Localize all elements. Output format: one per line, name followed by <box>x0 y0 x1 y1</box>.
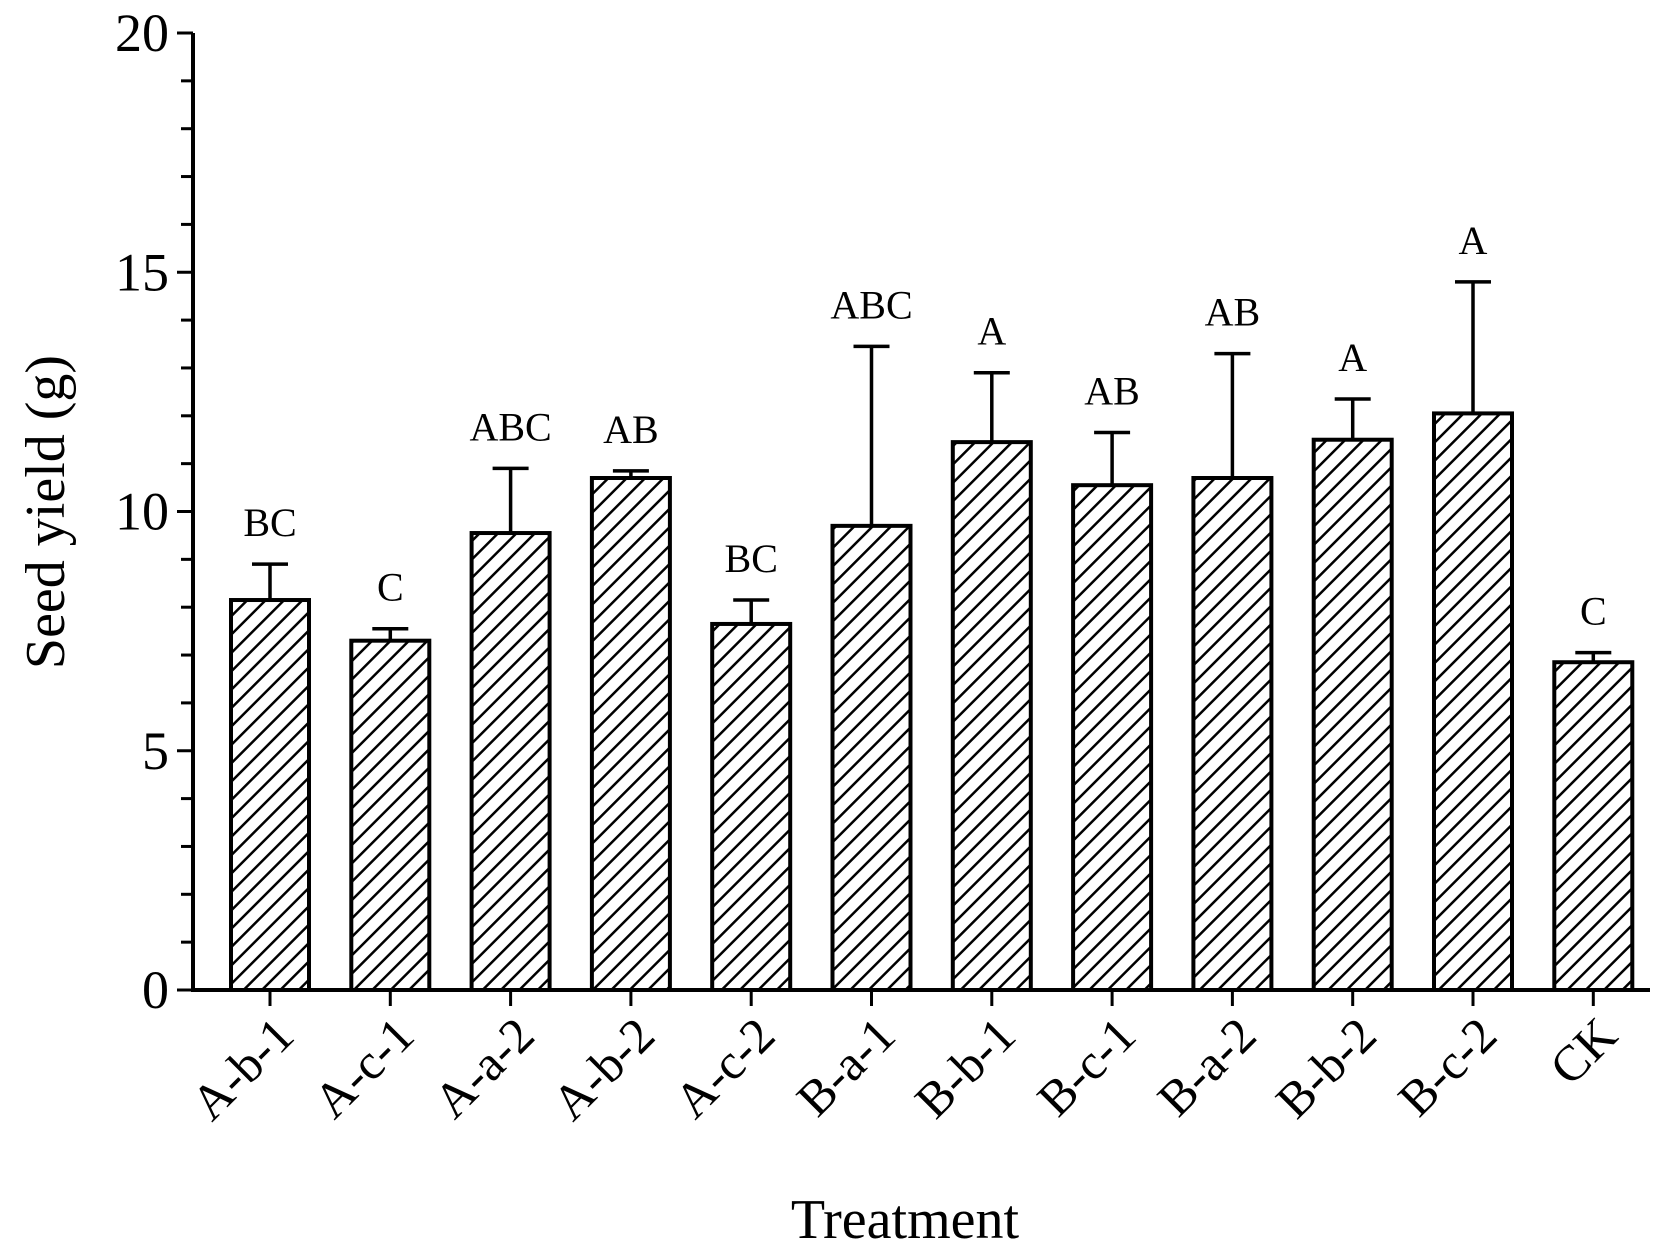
y-tick-label: 5 <box>142 721 169 781</box>
significance-label-B-b-1: A <box>977 309 1006 354</box>
bar-A-c-1 <box>349 638 432 992</box>
bar-B-b-1 <box>950 440 1033 992</box>
y-tick-label: 10 <box>115 482 169 542</box>
plot-area: 05101520BCA-b-1CA-c-1ABCA-a-2ABA-b-2BCA-… <box>115 3 1650 1131</box>
significance-label-CK: C <box>1580 589 1607 634</box>
x-tick-label-B-b-2: B-b-2 <box>1265 1007 1387 1129</box>
y-axis-title: Seed yield (g) <box>15 355 77 669</box>
significance-label-B-a-1: ABC <box>830 282 912 327</box>
x-tick-label-B-c-2: B-c-2 <box>1387 1007 1507 1127</box>
significance-label-A-a-2: ABC <box>469 404 551 449</box>
significance-label-B-a-2: AB <box>1205 290 1261 335</box>
x-tick-label-A-b-2: A-b-2 <box>541 1007 665 1131</box>
x-tick-label-A-b-1: A-b-1 <box>180 1007 304 1131</box>
x-tick-label-A-a-2: A-a-2 <box>423 1007 545 1129</box>
x-tick-label-A-c-1: A-c-1 <box>302 1007 424 1129</box>
y-tick-label: 15 <box>115 242 169 302</box>
x-tick-label-B-c-1: B-c-1 <box>1026 1007 1146 1127</box>
x-tick-label-A-c-2: A-c-2 <box>663 1007 785 1129</box>
significance-label-A-b-2: AB <box>603 407 659 452</box>
bar-A-b-1 <box>229 598 311 993</box>
bar-B-c-1 <box>1071 483 1154 992</box>
x-tick-label-CK: CK <box>1539 1007 1628 1096</box>
bar-B-a-1 <box>830 523 913 992</box>
x-tick-label-B-a-1: B-a-1 <box>786 1007 906 1127</box>
bar-CK <box>1552 660 1635 992</box>
bar-A-c-2 <box>710 621 793 992</box>
x-axis-title: Treatment <box>791 1189 1020 1251</box>
significance-label-A-c-1: C <box>377 565 404 610</box>
bar-B-a-2 <box>1191 476 1274 992</box>
significance-label-A-b-1: BC <box>243 500 296 545</box>
bar-B-c-2 <box>1432 411 1514 993</box>
x-tick-label-B-a-2: B-a-2 <box>1146 1007 1266 1127</box>
bar-A-b-2 <box>589 476 672 992</box>
y-tick-label: 20 <box>115 3 169 63</box>
x-tick-label-B-b-1: B-b-1 <box>904 1007 1026 1129</box>
significance-label-B-b-2: A <box>1338 335 1367 380</box>
significance-label-B-c-1: AB <box>1084 369 1140 414</box>
bar-A-a-2 <box>469 531 552 992</box>
y-tick-label: 0 <box>142 960 169 1020</box>
significance-label-B-c-2: A <box>1459 218 1488 263</box>
significance-label-A-c-2: BC <box>725 536 778 581</box>
bar-B-b-2 <box>1311 437 1394 993</box>
